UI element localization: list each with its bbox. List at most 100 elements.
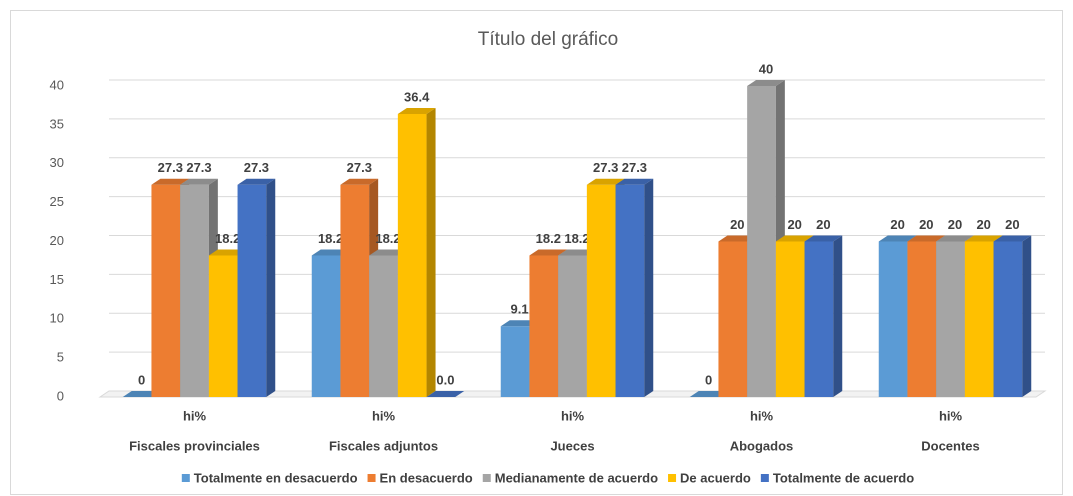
chart-title: Título del gráfico bbox=[478, 29, 618, 50]
data-label: 27.3 bbox=[593, 160, 618, 175]
data-label: 0.0 bbox=[436, 372, 454, 387]
bar-front bbox=[208, 255, 238, 397]
y-tick-label: 25 bbox=[50, 194, 64, 209]
data-label: 20 bbox=[816, 217, 830, 232]
data-label: 27.3 bbox=[622, 160, 647, 175]
bar-top bbox=[208, 249, 247, 256]
legend-label: De acuerdo bbox=[680, 470, 751, 485]
bar-front bbox=[964, 241, 994, 397]
data-label: 20 bbox=[919, 217, 933, 232]
bar-side bbox=[1022, 235, 1032, 397]
data-label: 0 bbox=[705, 372, 712, 387]
data-label: 18.2 bbox=[375, 231, 400, 246]
y-tick-label: 20 bbox=[50, 233, 64, 248]
x-tick-label: Jueces bbox=[550, 438, 594, 453]
bar-top bbox=[993, 235, 1032, 242]
bar-front bbox=[369, 255, 398, 397]
bar-top bbox=[615, 178, 654, 185]
y-tick-label: 35 bbox=[50, 116, 64, 131]
bar-top bbox=[964, 235, 1003, 242]
legend-swatch bbox=[181, 474, 190, 482]
bar-front bbox=[311, 255, 341, 397]
data-label: 18.2 bbox=[318, 231, 343, 246]
data-label: 9.1 bbox=[511, 302, 529, 317]
bar-front bbox=[500, 326, 530, 397]
bar-top bbox=[426, 391, 465, 397]
bar-top bbox=[397, 107, 436, 114]
x-tick-label: Fiscales adjuntos bbox=[329, 438, 438, 453]
legend-swatch bbox=[367, 474, 376, 482]
bar-top bbox=[747, 80, 785, 86]
bar-top bbox=[122, 391, 161, 397]
bar bbox=[180, 178, 218, 397]
bar-front bbox=[747, 86, 776, 397]
bar bbox=[689, 391, 728, 397]
bar-front bbox=[718, 241, 748, 397]
bar-front bbox=[878, 241, 908, 397]
data-label: 27.3 bbox=[186, 160, 211, 175]
bar-front bbox=[804, 241, 834, 397]
bar-top bbox=[689, 391, 728, 397]
bar-top bbox=[500, 320, 539, 327]
x-tick-label: Fiscales provinciales bbox=[129, 438, 260, 453]
bar-front bbox=[586, 184, 616, 397]
bar-top bbox=[340, 178, 379, 185]
bar-side bbox=[644, 178, 654, 397]
bar-top bbox=[311, 249, 350, 256]
data-label: 20 bbox=[948, 217, 962, 232]
bar-front bbox=[775, 241, 805, 397]
data-label: 40 bbox=[759, 61, 773, 76]
data-label: 20 bbox=[976, 217, 990, 232]
data-label: 20 bbox=[890, 217, 904, 232]
data-label: 18.2 bbox=[564, 231, 589, 246]
bar-front bbox=[397, 113, 427, 398]
bar-front bbox=[529, 255, 559, 397]
data-label: 20 bbox=[1005, 217, 1019, 232]
y-tick-label: 15 bbox=[50, 272, 64, 287]
x-tick-sublabel: hi% bbox=[372, 408, 396, 423]
bar-side bbox=[833, 235, 843, 397]
bar-front bbox=[907, 241, 937, 397]
bar bbox=[993, 235, 1032, 397]
bar bbox=[122, 391, 161, 397]
bar-side bbox=[426, 107, 436, 398]
x-tick-sublabel: hi% bbox=[939, 408, 963, 423]
bar-top bbox=[558, 249, 596, 256]
legend-swatch bbox=[760, 474, 769, 482]
data-label: 0 bbox=[138, 372, 145, 387]
bar bbox=[615, 178, 654, 397]
bar-front bbox=[151, 184, 181, 397]
bar bbox=[397, 107, 436, 398]
data-label: 36.4 bbox=[404, 89, 430, 104]
data-label: 27.3 bbox=[244, 160, 269, 175]
y-tick-label: 30 bbox=[50, 155, 64, 170]
bar-top bbox=[804, 235, 843, 242]
bar-top bbox=[878, 235, 917, 242]
x-tick-sublabel: hi% bbox=[561, 408, 585, 423]
bar-top bbox=[936, 235, 974, 242]
data-label: 18.2 bbox=[215, 231, 240, 246]
legend-label: Totalmente en desacuerdo bbox=[194, 470, 358, 485]
bar-front bbox=[180, 184, 209, 397]
legend-label: Totalmente de acuerdo bbox=[773, 470, 914, 485]
bar-top bbox=[180, 178, 218, 185]
y-tick-label: 0 bbox=[57, 388, 64, 403]
bar-front bbox=[993, 241, 1023, 397]
bar-front bbox=[237, 184, 267, 397]
data-label: 27.3 bbox=[347, 160, 372, 175]
data-label: 20 bbox=[730, 217, 744, 232]
x-tick-sublabel: hi% bbox=[750, 408, 774, 423]
bar-top bbox=[775, 235, 814, 242]
bar-front bbox=[936, 241, 965, 397]
bar-front bbox=[615, 184, 645, 397]
legend-swatch bbox=[668, 474, 677, 482]
bar bbox=[237, 178, 276, 397]
bar bbox=[426, 391, 465, 397]
x-tick-label: Abogados bbox=[730, 438, 794, 453]
legend-swatch bbox=[482, 474, 491, 482]
x-tick-label: Docentes bbox=[921, 438, 980, 453]
bar bbox=[804, 235, 843, 397]
bar-top bbox=[529, 249, 568, 256]
bar-top bbox=[237, 178, 276, 185]
y-tick-label: 10 bbox=[50, 311, 64, 326]
